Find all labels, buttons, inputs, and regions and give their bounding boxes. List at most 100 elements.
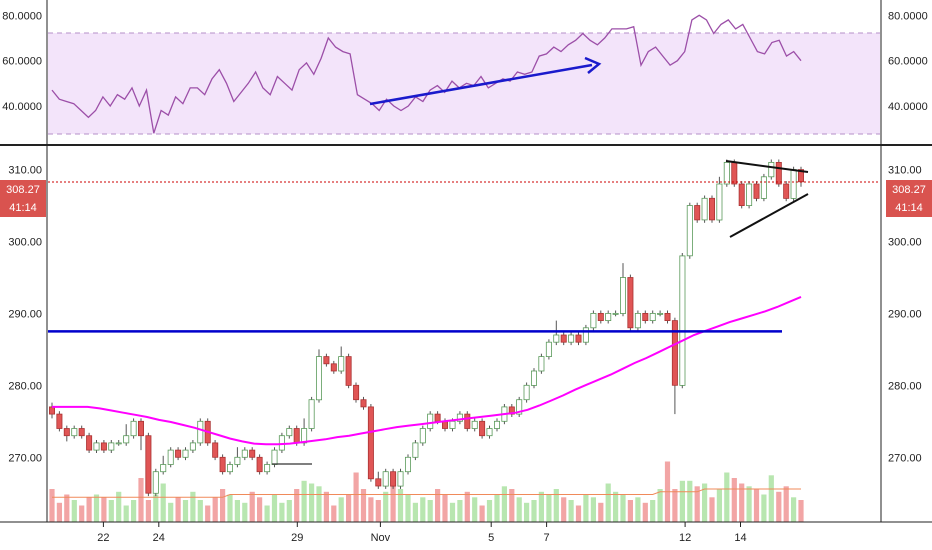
candle xyxy=(256,454,263,475)
candle xyxy=(775,159,782,187)
x-tick-label: 29 xyxy=(291,532,303,544)
volume-ma-line xyxy=(52,488,801,498)
candle xyxy=(137,418,144,451)
volume-bar xyxy=(212,497,218,523)
volume-bar xyxy=(783,486,789,523)
candle xyxy=(575,332,582,346)
volume-bar xyxy=(205,505,211,522)
volume-bar xyxy=(709,497,715,523)
candle xyxy=(63,425,70,442)
price-tick-right: 300.00 xyxy=(888,237,922,249)
right-price-value: 308.27 xyxy=(892,184,926,196)
x-tick-label: Nov xyxy=(371,532,391,544)
volume-bar xyxy=(234,500,240,522)
candle xyxy=(768,159,775,180)
candle xyxy=(746,181,753,209)
candle xyxy=(367,404,374,482)
left-price-value: 308.27 xyxy=(6,184,40,196)
price-tick-left: 290.00 xyxy=(8,308,42,320)
candle xyxy=(108,440,115,453)
candle xyxy=(545,339,552,360)
candle xyxy=(219,454,226,475)
candle xyxy=(419,425,426,446)
candle xyxy=(634,310,641,331)
volume-bar xyxy=(390,478,396,522)
candle xyxy=(627,274,634,331)
candle xyxy=(390,468,397,489)
rsi-band xyxy=(48,33,880,134)
candle xyxy=(538,353,545,374)
rsi-tick-right: 80.0000 xyxy=(888,10,928,22)
candle xyxy=(49,402,56,419)
volume-bar xyxy=(301,480,307,523)
rsi-tick-left: 40.0000 xyxy=(2,101,42,113)
candle xyxy=(568,332,575,346)
volume-bar xyxy=(108,500,114,522)
candle xyxy=(798,166,805,187)
volume-bar xyxy=(279,502,285,523)
candle xyxy=(152,468,159,497)
candle xyxy=(86,432,93,453)
volume-bar xyxy=(316,486,322,523)
price-tick-right: 310.00 xyxy=(888,165,922,177)
volume-bar xyxy=(86,497,92,523)
x-tick-label: 22 xyxy=(97,532,109,544)
volume-bar xyxy=(182,500,189,522)
price-tick-left: 300.00 xyxy=(8,237,42,249)
volume-bar xyxy=(116,491,122,523)
volume-bar xyxy=(702,483,708,522)
volume-bar xyxy=(153,494,159,522)
volume-bar xyxy=(131,500,137,522)
candle xyxy=(353,382,360,403)
volume-bar xyxy=(561,497,567,523)
volume-bar xyxy=(168,502,174,523)
volume-bar xyxy=(286,500,292,522)
volume-bar xyxy=(346,494,352,522)
volume-bar xyxy=(368,497,374,523)
candle xyxy=(412,440,419,461)
volume-bar xyxy=(635,497,641,523)
volume-bar xyxy=(56,502,62,523)
candle xyxy=(360,396,367,410)
volume-bar xyxy=(627,500,633,522)
volume-bar xyxy=(197,500,203,522)
candle xyxy=(657,310,664,317)
volume-bar xyxy=(731,478,737,522)
x-tick-label: 5 xyxy=(488,532,494,544)
right-price-badge: 308.27 41:14 xyxy=(886,180,932,217)
volume-bar xyxy=(479,505,485,522)
volume-bar xyxy=(160,483,166,522)
rsi-tick-right: 40.0000 xyxy=(888,101,928,113)
volume-bar xyxy=(590,497,596,523)
candle xyxy=(620,263,627,317)
volume-bar xyxy=(190,491,196,523)
candle xyxy=(330,360,337,374)
candle xyxy=(471,418,478,432)
candle xyxy=(701,195,708,223)
volume-bar xyxy=(435,489,441,522)
candle xyxy=(753,181,760,202)
volume-bar xyxy=(605,483,611,522)
volume-bar xyxy=(79,505,85,522)
volume-bar xyxy=(220,489,226,522)
time-axis-ticks: 22 24 29 Nov 5 7 12 14 xyxy=(97,522,747,544)
candle xyxy=(464,411,471,432)
price-axis-ticks: 270.00 270.00 280.00 280.00 290.00 290.00 300.… xyxy=(8,165,921,465)
volume-bar xyxy=(486,500,493,522)
candle xyxy=(612,310,619,317)
candle xyxy=(226,461,233,475)
volume-bar xyxy=(791,497,797,523)
candle xyxy=(508,404,515,417)
volume-bar xyxy=(798,500,804,522)
volume-bar xyxy=(427,500,433,522)
candle xyxy=(486,425,493,439)
volume-bar xyxy=(657,489,663,522)
candle xyxy=(783,181,790,202)
volume-bar xyxy=(227,494,233,522)
volume-bar xyxy=(323,491,329,523)
candle xyxy=(694,202,701,223)
candle xyxy=(375,471,382,489)
left-price-badge: 308.27 41:14 xyxy=(0,180,46,217)
volume-bar xyxy=(271,494,278,522)
